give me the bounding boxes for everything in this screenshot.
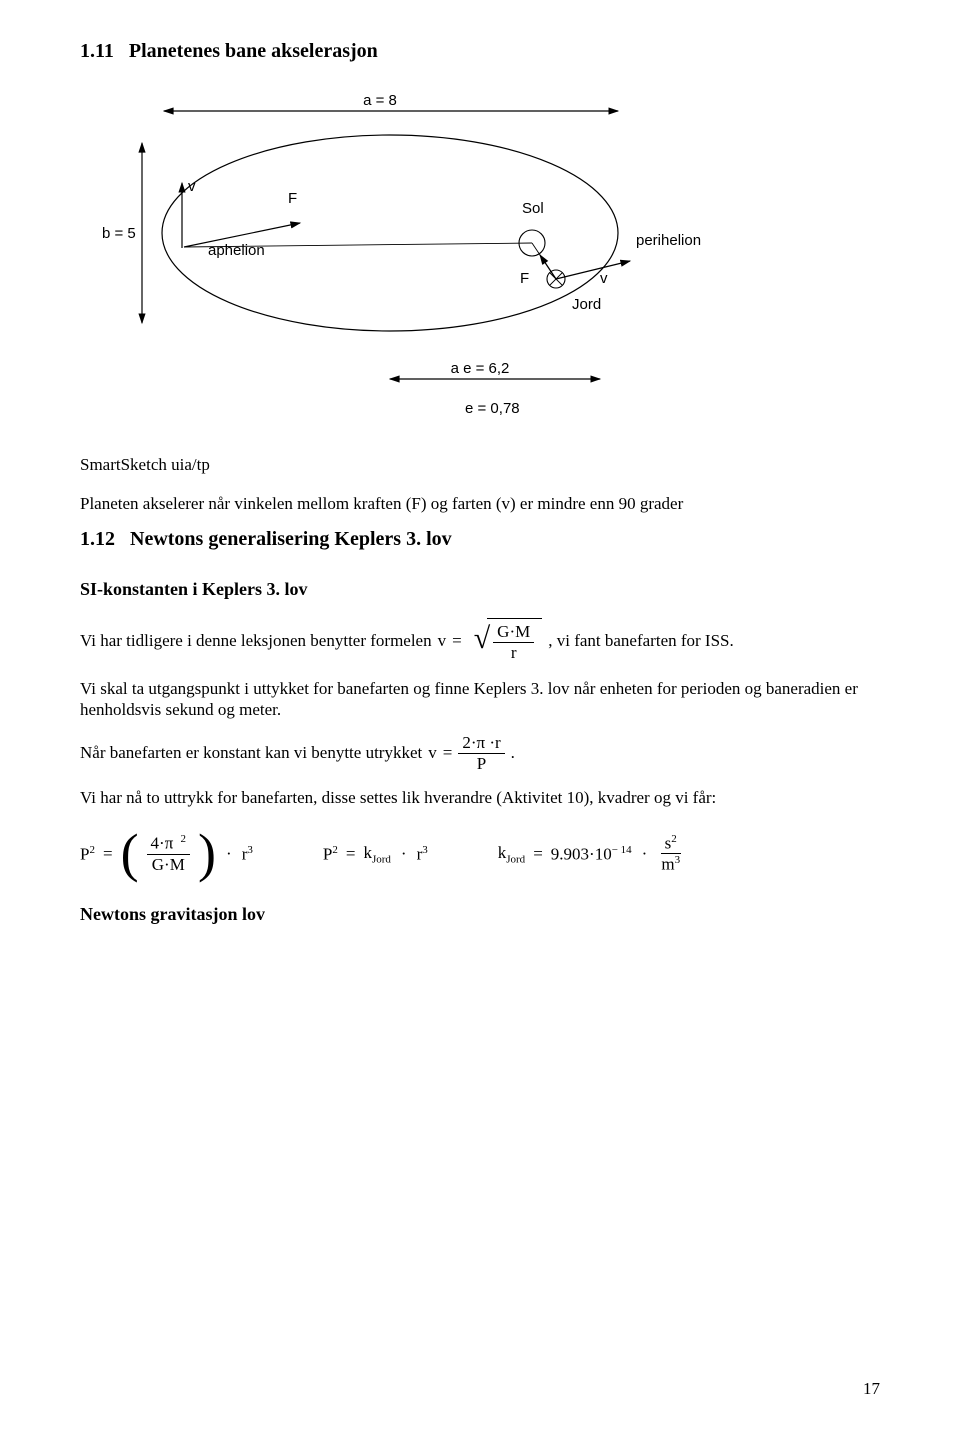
label-F-left: F bbox=[288, 190, 297, 207]
eq-p2-kjord: P2 = kJord · r3 bbox=[323, 843, 428, 865]
sym-eq2: = bbox=[443, 742, 453, 765]
sym-eq3: = bbox=[103, 844, 113, 864]
equation-row: P2 = ( 4·π 2 G·M ) · r3 P2 = bbox=[80, 832, 880, 875]
orbit-ellipse bbox=[162, 135, 618, 331]
sym-k2: k bbox=[498, 843, 507, 862]
label-e: e = 0,78 bbox=[465, 400, 520, 417]
label-earth: Jord bbox=[572, 296, 601, 313]
sym-k-sub: Jord bbox=[372, 853, 391, 865]
frac-den-r: r bbox=[507, 643, 521, 662]
sym-P2b: P bbox=[323, 844, 332, 863]
page-number: 17 bbox=[863, 1379, 880, 1399]
sym-k: k bbox=[363, 843, 372, 862]
frac-4pi: 4·π bbox=[151, 834, 174, 853]
paragraph-2: Vi skal ta utgangspunkt i uttykket for b… bbox=[80, 678, 880, 721]
label-v-right: v bbox=[600, 270, 608, 287]
text-para3-pre: Når banefarten er konstant kan vi benytt… bbox=[80, 742, 422, 765]
text-intro-pre: Vi har tidligere i denne leksjonen benyt… bbox=[80, 630, 432, 653]
section-title-text: Planetenes bane akselerasjon bbox=[129, 40, 378, 62]
paren-left-icon: ( bbox=[121, 832, 139, 875]
label-v-left: v bbox=[188, 178, 196, 195]
sym-v: v bbox=[438, 630, 447, 653]
frac-gm: G·M bbox=[148, 855, 189, 874]
subsection-title: 1.12 Newtons generalisering Keplers 3. l… bbox=[80, 528, 880, 551]
newton-title: Newtons gravitasjon lov bbox=[80, 904, 880, 925]
frac-2pir-p: 2·π ·r P bbox=[458, 734, 504, 773]
label-b: b = 5 bbox=[102, 225, 136, 242]
subsection-title-text: Newtons generalisering Keplers 3. lov bbox=[130, 528, 452, 550]
paren-right-icon: ) bbox=[198, 832, 216, 875]
sym-k2-sub: Jord bbox=[506, 853, 525, 865]
credit-text: SmartSketch uia/tp bbox=[80, 455, 880, 475]
subsection-number: 1.12 bbox=[80, 528, 115, 550]
text-para3-post: . bbox=[511, 742, 515, 765]
eq-kjord-value: kJord = 9.903·10− 14 · s2 m3 bbox=[498, 834, 684, 874]
eq-p2-gm: P2 = ( 4·π 2 G·M ) · r3 bbox=[80, 832, 253, 875]
label-perihelion: perihelion bbox=[636, 232, 701, 249]
si-title: SI-konstanten i Keplers 3. lov bbox=[80, 579, 880, 600]
sym-eq4: = bbox=[346, 844, 356, 864]
section-number: 1.11 bbox=[80, 40, 114, 62]
sym-eq: = bbox=[452, 630, 462, 653]
formula-v-sqrt: Vi har tidligere i denne leksjonen benyt… bbox=[80, 618, 880, 664]
frac-num-2pir: 2·π ·r bbox=[458, 734, 504, 754]
label-F-right: F bbox=[520, 270, 529, 287]
label-sun: Sol bbox=[522, 200, 544, 217]
sqrt-sign-icon: √ bbox=[474, 624, 490, 654]
orbit-svg: a = 8 b = 5 aphelion v F Sol bbox=[80, 83, 720, 443]
label-ae: a e = 6,2 bbox=[451, 360, 510, 377]
kjord-exp: − 14 bbox=[612, 844, 632, 856]
frac-den-p: P bbox=[473, 754, 490, 773]
kjord-num: 9.903·10 bbox=[551, 844, 612, 863]
paragraph-4: Vi har nå to uttrykk for banefarten, dis… bbox=[80, 787, 880, 808]
paragraph-1: Planeten akselerer når vinkelen mellom k… bbox=[80, 493, 880, 514]
section-title: 1.11 Planetenes bane akselerasjon bbox=[80, 40, 880, 63]
sqrt-gm-over-r: √ G·M r bbox=[474, 618, 543, 664]
label-aphelion: aphelion bbox=[208, 242, 265, 259]
frac-num-gm: G·M bbox=[493, 623, 534, 643]
sym-v2: v bbox=[428, 742, 437, 765]
unit-m: m bbox=[661, 855, 674, 874]
sym-eq5: = bbox=[533, 844, 543, 864]
text-intro-post: , vi fant banefarten for ISS. bbox=[548, 630, 734, 653]
formula-v-2pir: Når banefarten er konstant kan vi benytt… bbox=[80, 734, 880, 773]
label-a: a = 8 bbox=[363, 92, 397, 109]
orbit-diagram: a = 8 b = 5 aphelion v F Sol bbox=[80, 83, 880, 443]
